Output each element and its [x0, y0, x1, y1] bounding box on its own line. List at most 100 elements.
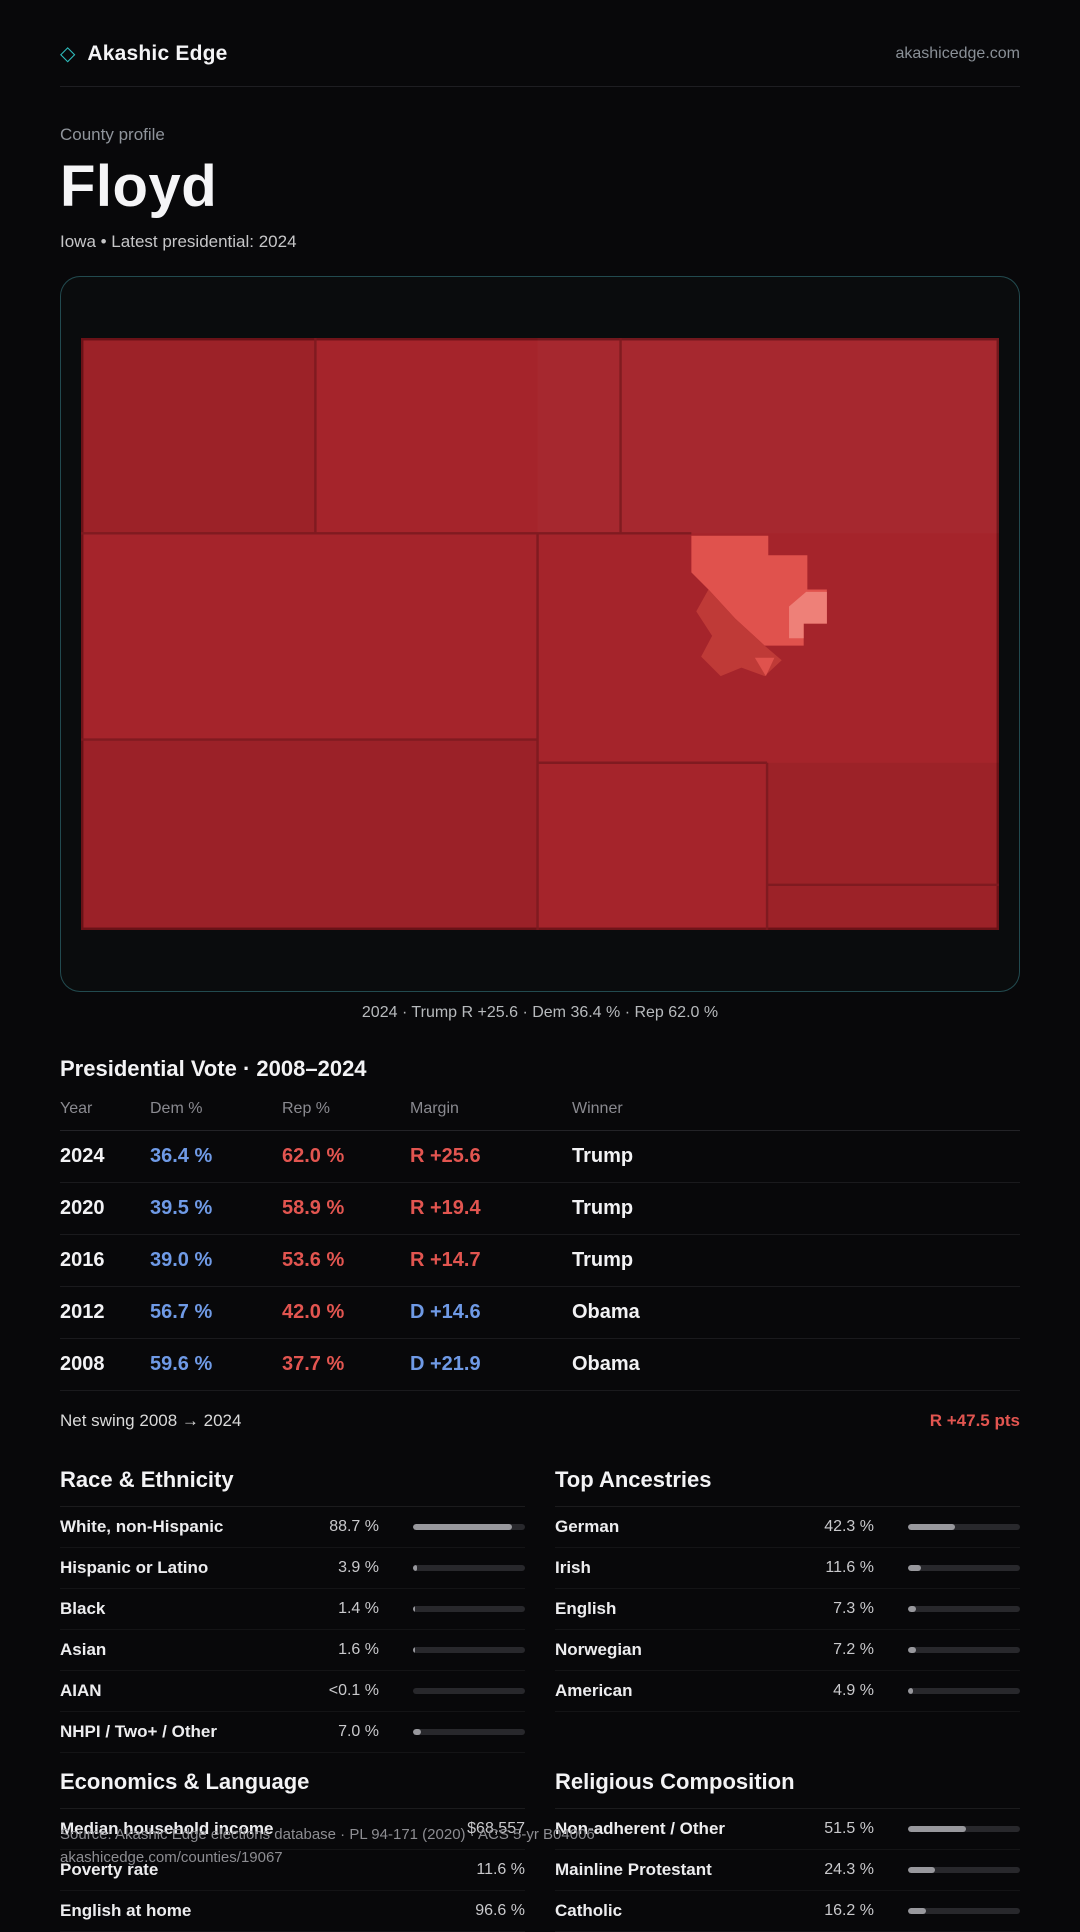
stat-bar — [413, 1524, 525, 1530]
brand-diamond-icon: ◇ — [60, 43, 76, 65]
stat-value: 4.9 % — [833, 1682, 874, 1699]
stat-label: AIAN — [60, 1681, 102, 1700]
stat-bar — [413, 1606, 525, 1612]
stat-value: <0.1 % — [328, 1682, 379, 1699]
stat-label: Catholic — [555, 1901, 623, 1920]
stat-label: English — [555, 1599, 617, 1618]
stat-value: 7.2 % — [833, 1641, 874, 1658]
vote-rep-share: 42.0 % — [282, 1301, 345, 1323]
eyebrow-label: County profile — [60, 125, 165, 144]
stat-bar — [908, 1647, 1020, 1653]
stat-label: Median household income — [60, 1819, 274, 1838]
stat-row: Non-adherent / Other 51.5 % — [555, 1809, 1020, 1850]
stat-value: 16.2 % — [824, 1902, 874, 1919]
vote-dem-share: 36.4 % — [150, 1145, 213, 1167]
stat-row: Median household income $68,557 — [60, 1809, 525, 1850]
precinct-boundaries — [81, 338, 999, 930]
map-precinct-lighter — [789, 591, 827, 639]
vote-margin: D +21.9 — [410, 1353, 481, 1375]
site-domain-link[interactable]: akashicedge.com — [895, 45, 1020, 62]
economics-panel-title: Economics & Language — [60, 1769, 525, 1809]
stat-value: 3.9 % — [338, 1559, 379, 1576]
stat-value: 7.0 % — [338, 1723, 379, 1740]
stat-value: 7.3 % — [833, 1600, 874, 1617]
vote-section-title: Presidential Vote · 2008–2024 — [60, 1056, 367, 1081]
stat-row: Asian 1.6 % — [60, 1630, 525, 1671]
page-subtitle: Iowa • Latest presidential: 2024 — [60, 232, 297, 251]
county-map-card — [60, 276, 1020, 992]
stat-bar — [908, 1867, 1020, 1873]
stat-label: American — [555, 1681, 633, 1700]
presidential-vote-section: Presidential Vote · 2008–2024 Year Dem %… — [60, 1056, 1020, 1431]
stat-value: 42.3 % — [824, 1518, 874, 1535]
stat-bar — [413, 1729, 525, 1735]
stat-label: White, non-Hispanic — [60, 1517, 224, 1536]
stat-value: 11.6 % — [476, 1861, 525, 1878]
vote-rep-share: 58.9 % — [282, 1197, 345, 1219]
map-precinct-mid — [696, 589, 782, 677]
stat-row: German 42.3 % — [555, 1507, 1020, 1548]
stat-value: 88.7 % — [329, 1518, 379, 1535]
brand: ◇ Akashic Edge — [60, 42, 228, 66]
stat-label: Black — [60, 1599, 106, 1618]
stat-value: 1.6 % — [338, 1641, 379, 1658]
vote-dem-share: 56.7 % — [150, 1301, 213, 1323]
vote-row-2020: 2020 39.5 % 58.9 % R +19.4 Trump — [60, 1183, 1020, 1235]
vote-dem-share: 39.5 % — [150, 1197, 213, 1219]
stat-bar — [413, 1647, 525, 1653]
vote-winner: Obama — [572, 1353, 640, 1375]
stat-row: Black 1.4 % — [60, 1589, 525, 1630]
stat-label: NHPI / Two+ / Other — [60, 1722, 217, 1741]
col-rep: Rep % — [282, 1100, 331, 1117]
net-swing-value: R +47.5 pts — [929, 1411, 1020, 1430]
stat-value: 1.4 % — [338, 1600, 379, 1617]
stat-row: American 4.9 % — [555, 1671, 1020, 1712]
stat-label: Irish — [555, 1558, 591, 1577]
vote-year: 2024 — [60, 1145, 105, 1167]
source-line: Source: Akashic Edge elections database … — [60, 1826, 595, 1843]
stats-grid: Race & Ethnicity White, non-Hispanic 88.… — [60, 1467, 1020, 1932]
vote-year: 2012 — [60, 1301, 105, 1323]
race-ethnicity-panel: Race & Ethnicity White, non-Hispanic 88.… — [60, 1467, 525, 1753]
stat-row: White, non-Hispanic 88.7 % — [60, 1507, 525, 1548]
religion-panel-title: Religious Composition — [555, 1769, 1020, 1809]
county-precinct-map — [81, 338, 999, 930]
stat-value: 51.5 % — [824, 1820, 874, 1837]
vote-table-header: Year Dem % Rep % Margin Winner — [60, 1100, 1020, 1131]
stat-row: Poverty rate 11.6 % — [60, 1850, 525, 1891]
vote-margin: R +14.7 — [410, 1249, 481, 1271]
vote-rep-share: 37.7 % — [282, 1353, 345, 1375]
col-dem: Dem % — [150, 1100, 203, 1117]
religion-panel: Religious Composition Non-adherent / Oth… — [555, 1769, 1020, 1932]
stat-value: 11.6 % — [825, 1559, 874, 1576]
ancestries-panel-title: Top Ancestries — [555, 1467, 1020, 1507]
source-url-link[interactable]: akashicedge.com/counties/19067 — [60, 1848, 283, 1866]
stat-row: Mainline Protestant 24.3 % — [555, 1850, 1020, 1891]
vote-row-2012: 2012 56.7 % 42.0 % D +14.6 Obama — [60, 1287, 1020, 1339]
col-winner: Winner — [572, 1100, 623, 1117]
stat-row: Irish 11.6 % — [555, 1548, 1020, 1589]
col-margin: Margin — [410, 1100, 459, 1117]
race-panel-title: Race & Ethnicity — [60, 1467, 525, 1507]
map-precinct-light-small — [754, 657, 775, 677]
stat-row: English 7.3 % — [555, 1589, 1020, 1630]
net-swing-row: Net swing 2008 → 2024 R +47.5 pts — [60, 1391, 1020, 1431]
site-header: ◇ Akashic Edge akashicedge.com — [60, 0, 1020, 87]
stat-bar — [908, 1908, 1020, 1914]
stat-label: Hispanic or Latino — [60, 1558, 209, 1577]
stat-label: Norwegian — [555, 1640, 642, 1659]
stat-label: Mainline Protestant — [555, 1860, 712, 1879]
stat-label: Poverty rate — [60, 1860, 159, 1879]
stat-bar — [908, 1524, 1020, 1530]
vote-rep-share: 53.6 % — [282, 1249, 345, 1271]
vote-rep-share: 62.0 % — [282, 1145, 345, 1167]
source-footnote: Source: Akashic Edge elections database … — [60, 1824, 595, 1869]
vote-dem-share: 39.0 % — [150, 1249, 213, 1271]
stat-bar — [908, 1565, 1020, 1571]
stat-row: Norwegian 7.2 % — [555, 1630, 1020, 1671]
ancestries-panel: Top Ancestries German 42.3 % Irish 11.6 … — [555, 1467, 1020, 1753]
page-title: Floyd — [60, 154, 218, 219]
stat-row: Hispanic or Latino 3.9 % — [60, 1548, 525, 1589]
